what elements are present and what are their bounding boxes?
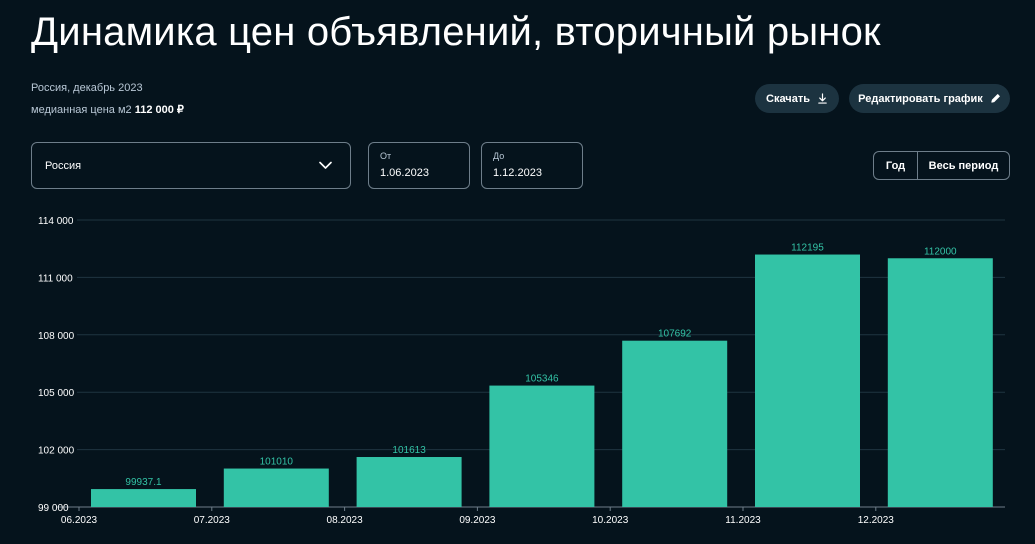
page-title: Динамика цен объявлений, вторичный рынок <box>31 10 881 54</box>
bar-value-label: 99937.1 <box>125 477 162 488</box>
date-from-field[interactable]: От 1.06.2023 <box>368 142 470 189</box>
x-tick-label: 12.2023 <box>858 515 895 526</box>
y-tick-label: 114 000 <box>38 216 74 227</box>
y-tick-label: 105 000 <box>38 388 75 399</box>
y-tick-label: 102 000 <box>38 446 75 457</box>
period-toggle: Год Весь период <box>873 151 1010 180</box>
x-tick-label: 11.2023 <box>725 515 761 526</box>
period-year-button[interactable]: Год <box>874 152 918 179</box>
x-tick-label: 08.2023 <box>327 515 364 526</box>
download-icon <box>818 93 827 104</box>
date-to-value: 1.12.2023 <box>493 167 542 179</box>
date-to-field[interactable]: До 1.12.2023 <box>481 142 583 189</box>
x-tick-label: 07.2023 <box>194 515 231 526</box>
median-price-value: 112 000 ₽ <box>134 104 184 116</box>
pencil-icon <box>991 94 1000 103</box>
y-tick-label: 111 000 <box>38 273 73 284</box>
bar-value-label: 112195 <box>791 243 824 254</box>
bar <box>223 468 329 507</box>
bar-value-label: 101010 <box>260 457 294 468</box>
y-tick-label: 108 000 <box>38 331 75 342</box>
date-from-value: 1.06.2023 <box>380 167 429 179</box>
date-from-label: От <box>380 151 392 161</box>
region-select-value: Россия <box>45 160 82 172</box>
x-tick-label: 09.2023 <box>459 515 496 526</box>
period-all-button[interactable]: Весь период <box>928 159 999 172</box>
chart-bars: 99937.1 101010 101613 105346 107692 112195 112… <box>91 243 993 507</box>
chart-y-axis: 99 000 102 000 105 000 108 000 111 000 114 00… <box>38 216 75 514</box>
download-button-label: Скачать <box>766 92 810 105</box>
chevron-down-icon <box>319 161 332 169</box>
chart-x-axis: 06.2023 07.2023 08.2023 09.2023 10.2023 11.20… <box>61 507 894 526</box>
bar <box>755 254 860 507</box>
y-tick-label: 99 000 <box>38 503 69 514</box>
x-tick-label: 10.2023 <box>592 515 629 526</box>
edit-chart-button-label: Редактировать график <box>858 92 983 105</box>
edit-chart-button[interactable]: Редактировать график <box>849 84 1010 113</box>
median-price-line: медианная цена м2 112 000 ₽ <box>31 103 184 116</box>
region-date-subtitle: Россия, декабрь 2023 <box>31 82 143 94</box>
bar-value-label: 105346 <box>525 374 559 385</box>
download-button[interactable]: Скачать <box>755 84 839 113</box>
bar-value-label: 101613 <box>392 445 426 456</box>
bar-value-label: 107692 <box>658 329 692 340</box>
region-select[interactable]: Россия <box>31 142 351 189</box>
bar <box>887 258 993 507</box>
bar <box>489 385 595 507</box>
bar <box>356 457 462 507</box>
x-tick-label: 06.2023 <box>61 515 98 526</box>
date-to-label: До <box>493 151 505 161</box>
bar-value-label: 112000 <box>924 246 957 257</box>
median-price-label: медианная цена м2 <box>31 104 132 116</box>
bar <box>622 340 728 507</box>
price-bar-chart: 99937.1 101010 101613 105346 107692 112195 112… <box>38 216 1005 526</box>
bar <box>91 489 196 507</box>
